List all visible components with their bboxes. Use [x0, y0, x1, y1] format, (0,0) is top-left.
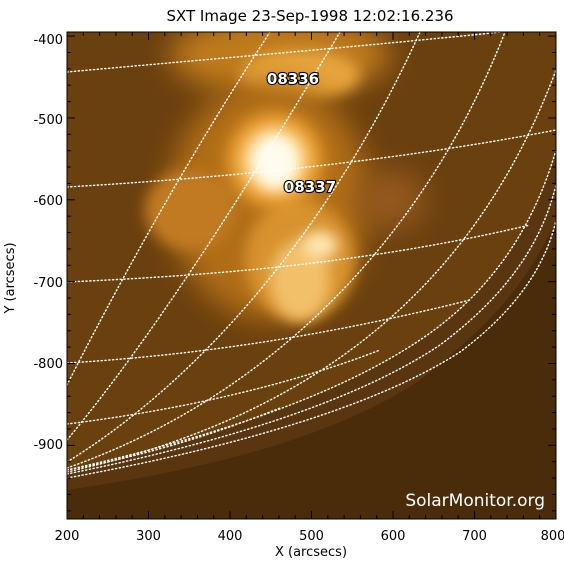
- y-tick-label: -500: [33, 113, 63, 128]
- x-tick-label: 300: [136, 529, 161, 544]
- x-tick-label: 200: [55, 529, 80, 544]
- x-tick-label: 400: [218, 529, 243, 544]
- solar-disk-image: 08336 08337 SolarMonitor.org: [67, 32, 556, 519]
- active-region-label-08336: 08336: [267, 70, 319, 88]
- y-tick-label: -600: [33, 194, 63, 209]
- x-axis: 200 300 400 500 600 700 800 X (arcsecs): [55, 32, 564, 560]
- x-tick-label: 600: [381, 529, 406, 544]
- x-tick-label: 700: [462, 529, 487, 544]
- y-tick-label: -900: [33, 438, 63, 453]
- coronal-emission: [145, 32, 425, 320]
- x-tick-label: 800: [541, 529, 564, 544]
- image-title: SXT Image 23-Sep-1998 12:02:16.236: [166, 7, 453, 25]
- x-tick-label: 500: [299, 529, 324, 544]
- y-axis-ticks: [67, 35, 556, 512]
- x-axis-label: X (arcsecs): [275, 545, 347, 560]
- y-axis: -400 -500 -600 -700 -800 -900 Y (arcsecs…: [3, 33, 556, 512]
- y-axis-label: Y (arcsecs): [3, 242, 18, 314]
- credit-watermark: SolarMonitor.org: [405, 491, 545, 511]
- y-tick-label: -400: [33, 33, 63, 48]
- x-axis-ticks: [66, 32, 557, 519]
- heliographic-grid: [67, 32, 556, 479]
- limb-region: [67, 150, 556, 490]
- y-tick-label: -800: [33, 357, 63, 372]
- active-region-label-08337: 08337: [284, 178, 336, 196]
- y-tick-label: -700: [33, 276, 63, 291]
